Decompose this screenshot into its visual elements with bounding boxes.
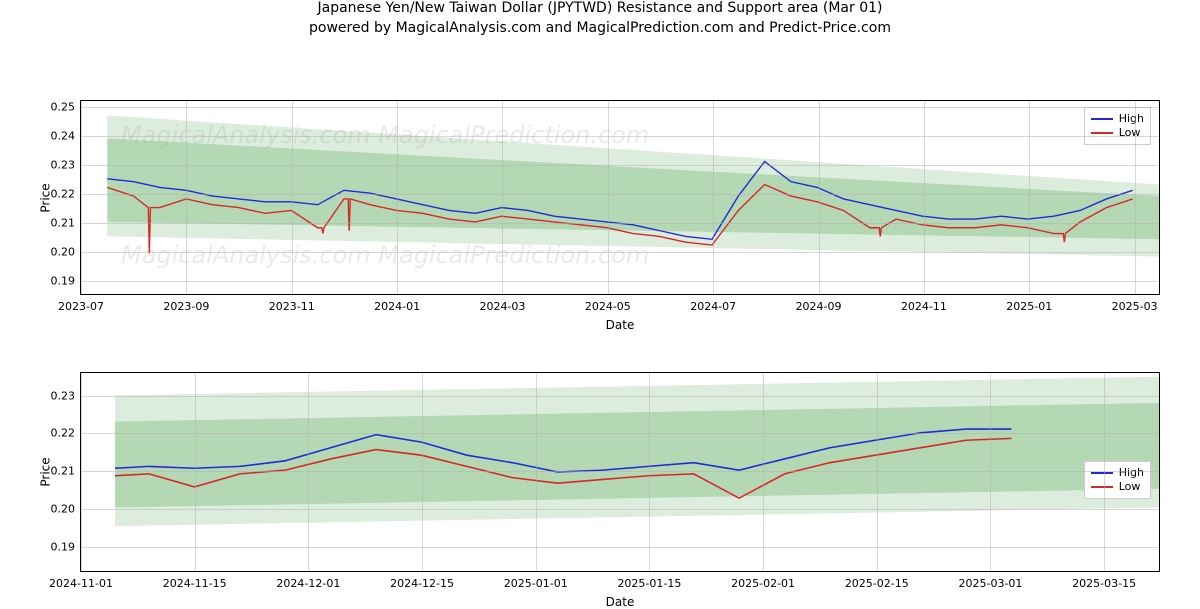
- grid-line: [81, 165, 1159, 166]
- grid-line: [81, 396, 1159, 397]
- grid-line: [81, 194, 1159, 195]
- legend-swatch: [1091, 472, 1113, 474]
- x-tick-label: 2025-01-15: [617, 571, 681, 590]
- y-tick-label: 0.23: [51, 389, 82, 402]
- grid-line: [608, 101, 609, 294]
- x-tick-label: 2025-03: [1112, 294, 1158, 313]
- grid-line: [649, 373, 650, 571]
- grid-line: [536, 373, 537, 571]
- legend-item: Low: [1091, 126, 1144, 140]
- grid-line: [713, 101, 714, 294]
- grid-line: [763, 373, 764, 571]
- grid-line: [81, 136, 1159, 137]
- grid-line: [819, 101, 820, 294]
- legend-label: Low: [1119, 126, 1141, 140]
- y-tick-label: 0.21: [51, 465, 82, 478]
- y-tick-label: 0.22: [51, 188, 82, 201]
- legend-swatch: [1091, 486, 1113, 488]
- legend-swatch: [1091, 132, 1113, 134]
- top-chart-svg: [81, 101, 1159, 294]
- legend-item: High: [1091, 466, 1144, 480]
- x-tick-label: 2025-01-01: [504, 571, 568, 590]
- y-tick-label: 0.25: [51, 100, 82, 113]
- legend-label: Low: [1119, 480, 1141, 494]
- y-tick-label: 0.22: [51, 427, 82, 440]
- grid-line: [81, 471, 1159, 472]
- x-axis-label: Date: [606, 318, 635, 332]
- grid-line: [990, 373, 991, 571]
- x-tick-label: 2024-07: [690, 294, 736, 313]
- grid-line: [186, 101, 187, 294]
- grid-line: [81, 281, 1159, 282]
- grid-line: [81, 101, 82, 294]
- grid-line: [502, 101, 503, 294]
- legend-swatch: [1091, 118, 1113, 120]
- x-axis-label: Date: [606, 595, 635, 609]
- grid-line: [1135, 101, 1136, 294]
- y-tick-label: 0.20: [51, 246, 82, 259]
- grid-line: [397, 101, 398, 294]
- grid-line: [1029, 101, 1030, 294]
- x-tick-label: 2024-11-15: [163, 571, 227, 590]
- y-tick-label: 0.19: [51, 540, 82, 553]
- x-tick-label: 2023-11: [269, 294, 315, 313]
- grid-line: [1104, 373, 1105, 571]
- grid-line: [81, 223, 1159, 224]
- legend-item: High: [1091, 112, 1144, 126]
- x-tick-label: 2024-11-01: [49, 571, 113, 590]
- page-title: Japanese Yen/New Taiwan Dollar (JPYTWD) …: [0, 0, 1200, 16]
- grid-line: [81, 433, 1159, 434]
- x-tick-label: 2024-12-15: [390, 571, 454, 590]
- x-tick-label: 2024-03: [479, 294, 525, 313]
- y-tick-label: 0.23: [51, 159, 82, 172]
- x-tick-label: 2024-11: [901, 294, 947, 313]
- grid-line: [195, 373, 196, 571]
- grid-line: [308, 373, 309, 571]
- legend: HighLow: [1084, 107, 1151, 145]
- grid-line: [81, 107, 1159, 108]
- legend-label: High: [1119, 466, 1144, 480]
- grid-line: [81, 252, 1159, 253]
- x-tick-label: 2025-02-01: [731, 571, 795, 590]
- x-tick-label: 2023-07: [58, 294, 104, 313]
- legend: HighLow: [1084, 461, 1151, 499]
- legend-label: High: [1119, 112, 1144, 126]
- y-tick-label: 0.20: [51, 502, 82, 515]
- grid-line: [81, 373, 82, 571]
- x-tick-label: 2025-03-01: [959, 571, 1023, 590]
- grid-line: [292, 101, 293, 294]
- y-tick-label: 0.24: [51, 129, 82, 142]
- page-subtitle: powered by MagicalAnalysis.com and Magic…: [0, 20, 1200, 36]
- x-tick-label: 2024-09: [796, 294, 842, 313]
- x-tick-label: 2024-01: [374, 294, 420, 313]
- legend-item: Low: [1091, 480, 1144, 494]
- y-tick-label: 0.21: [51, 217, 82, 230]
- bottom-plot-area: Price Date HighLow 0.190.200.210.220.232…: [80, 372, 1160, 572]
- x-tick-label: 2024-05: [585, 294, 631, 313]
- grid-line: [81, 547, 1159, 548]
- x-tick-label: 2025-02-15: [845, 571, 909, 590]
- grid-line: [81, 509, 1159, 510]
- x-tick-label: 2023-09: [163, 294, 209, 313]
- top-plot-area: MagicalAnalysis.com MagicalPrediction.co…: [80, 100, 1160, 295]
- grid-line: [877, 373, 878, 571]
- grid-line: [422, 373, 423, 571]
- grid-line: [924, 101, 925, 294]
- x-tick-label: 2024-12-01: [276, 571, 340, 590]
- x-tick-label: 2025-03-15: [1072, 571, 1136, 590]
- y-tick-label: 0.19: [51, 275, 82, 288]
- x-tick-label: 2025-01: [1006, 294, 1052, 313]
